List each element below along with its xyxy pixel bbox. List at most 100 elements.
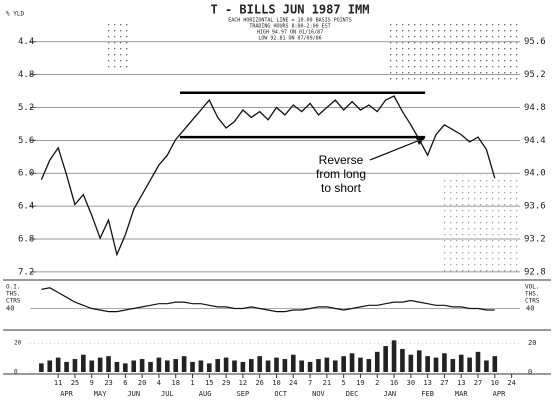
volume-bar: [173, 359, 179, 372]
month-label: JAN: [384, 390, 397, 398]
x-tick-label: 7: [308, 379, 312, 387]
volume-bar: [324, 357, 330, 372]
volume-bar: [47, 360, 53, 372]
y-tick-label: 94.4: [524, 136, 546, 146]
x-tick-label: 16: [390, 379, 398, 387]
volume-bar: [131, 360, 137, 372]
x-tick-label: 1: [190, 379, 194, 387]
panel-label: O.I.: [6, 284, 20, 291]
month-label: OCT: [274, 390, 287, 398]
volume-bar: [408, 354, 414, 372]
volume-bar: [206, 363, 212, 372]
y-tick-label: 20: [528, 339, 536, 347]
volume-bar: [282, 359, 288, 372]
volume-bar: [332, 360, 338, 372]
volume-bar: [450, 359, 456, 372]
x-tick-label: 30: [407, 379, 415, 387]
month-label: FEB: [421, 390, 434, 398]
volume-bar: [39, 363, 44, 372]
month-label: SEP: [237, 390, 250, 398]
y-tick-label: 94.8: [524, 103, 546, 113]
y2-tick-label: 4.8: [18, 70, 34, 80]
x-tick-label: 2: [375, 379, 379, 387]
chart-title: T - BILLS JUN 1987 IMM: [211, 3, 370, 17]
volume-bar: [484, 360, 489, 372]
x-tick-label: 20: [138, 379, 146, 387]
volume-bar: [165, 360, 170, 372]
subtitle: HIGH 94.97 ON 01/16/87: [257, 30, 323, 36]
month-label: MAR: [455, 390, 468, 398]
volume-bar: [232, 360, 237, 372]
x-tick-label: 27: [474, 379, 482, 387]
y2-tick-label: 7.2: [18, 267, 34, 277]
y2-tick-label: 6.8: [18, 235, 34, 245]
x-tick-label: 27: [440, 379, 448, 387]
y-tick-label: 95.2: [524, 70, 546, 80]
subtitle: EACH HORIZONTAL LINE = 10.00 BASIS POINT…: [228, 18, 351, 24]
x-tick-label: 12: [239, 379, 247, 387]
annotation-text: to short: [321, 181, 362, 195]
panel-label: CTRS: [6, 298, 21, 305]
volume-bar: [400, 348, 405, 372]
x-tick-label: 9: [90, 379, 94, 387]
annotation-arrow: [369, 139, 421, 161]
y-tick-label: 93.6: [524, 202, 546, 212]
volume-bar: [442, 353, 447, 372]
volume-bar: [433, 357, 439, 372]
volume-bar: [265, 360, 271, 372]
volume-bar: [341, 356, 346, 372]
volume-bar: [81, 354, 86, 372]
volume-bar: [89, 360, 95, 372]
x-tick-label: 18: [171, 379, 179, 387]
month-label: APR: [60, 390, 73, 398]
volume-bar: [139, 359, 145, 372]
x-tick-label: 10: [491, 379, 499, 387]
month-label: JUL: [161, 390, 174, 398]
x-tick-label: 25: [71, 379, 79, 387]
volume-bar: [358, 357, 363, 372]
dot-grid: [388, 22, 520, 80]
month-label: APR: [493, 390, 506, 398]
volume-bar: [148, 361, 153, 372]
y2-tick-label: 4.4: [18, 37, 34, 47]
volume-bar: [106, 356, 111, 372]
annotation-text: from long: [316, 167, 366, 181]
y-tick-label: 40: [526, 304, 534, 312]
month-label: JUN: [127, 390, 140, 398]
x-tick-label: 13: [423, 379, 431, 387]
x-tick-label: 5: [342, 379, 346, 387]
y-tick-label: 0: [14, 369, 18, 376]
x-tick-label: 15: [205, 379, 213, 387]
volume-bar: [198, 360, 204, 372]
volume-bar: [240, 361, 246, 372]
subtitle: LOW 92.81 ON 07/09/86: [258, 36, 321, 42]
x-tick-label: 6: [123, 379, 127, 387]
volume-bar: [391, 340, 397, 372]
y2-tick-label: 6.0: [18, 169, 34, 179]
volume-bar: [215, 359, 221, 372]
volume-bar: [475, 351, 481, 372]
annotation: [306, 138, 425, 200]
volume-bar: [349, 353, 355, 372]
volume-bar: [299, 360, 304, 372]
month-label: NOV: [312, 390, 325, 398]
panel-label: CTRS: [525, 298, 540, 305]
volume-bar: [316, 359, 321, 372]
volume-bar: [97, 357, 103, 372]
volume-bar: [467, 357, 472, 372]
volume-bar: [307, 361, 313, 372]
volume-bar: [64, 361, 69, 372]
volume-bar: [72, 359, 78, 372]
dot-grid: [440, 175, 520, 275]
y-tick-label: 0: [528, 368, 532, 376]
y-tick-label: 94.0: [524, 169, 546, 179]
panel-label: VOL.: [525, 284, 539, 291]
volume-bar: [248, 359, 254, 372]
volume-bar: [492, 356, 498, 372]
volume-bar: [55, 357, 61, 372]
volume-bar: [366, 359, 372, 372]
y-tick-label: 95.6: [524, 37, 546, 47]
x-tick-label: 24: [289, 379, 297, 387]
volume-bar: [274, 357, 279, 372]
